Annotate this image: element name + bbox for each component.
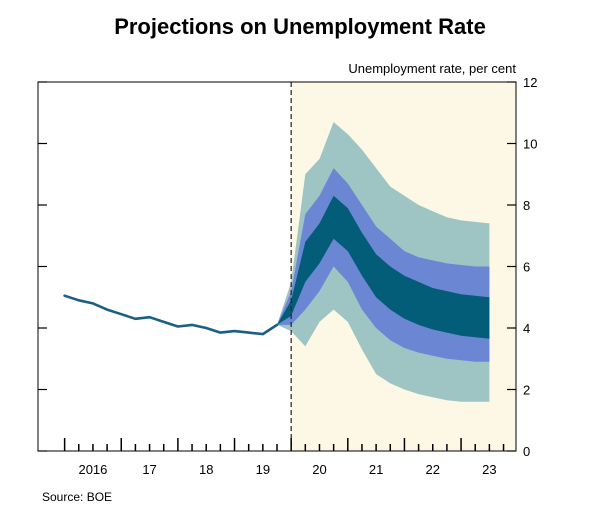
x-tick-label: 22 [426, 462, 440, 477]
y-tick-label: 0 [523, 444, 530, 459]
fan-band-3 [277, 195, 490, 339]
x-tick-label: 19 [256, 462, 270, 477]
y-axis-title: Unemployment rate, per cent [348, 61, 516, 76]
y-tick-label: 4 [523, 321, 530, 336]
y-tick-label: 2 [523, 383, 530, 398]
y-axis: 0 2 4 6 8 10 12 [38, 75, 537, 459]
x-tick-label: 17 [142, 462, 156, 477]
x-tick-label: 20 [312, 462, 326, 477]
x-tick-label: 18 [199, 462, 213, 477]
y-tick-label: 8 [523, 198, 530, 213]
x-tick-label: 21 [369, 462, 383, 477]
y-tick-label: 6 [523, 260, 530, 275]
x-tick-label: 23 [482, 462, 496, 477]
x-axis: 2016 17 18 19 20 21 22 23 [63, 438, 505, 477]
y-tick-label: 12 [523, 75, 537, 90]
history-line [63, 294, 279, 336]
x-tick-label: 2016 [78, 462, 107, 477]
fan-chart [277, 122, 490, 402]
chart-title: Projections on Unemployment Rate [114, 14, 486, 39]
source-note: Source: BOE [42, 490, 113, 504]
y-tick-label: 10 [523, 137, 537, 152]
history-series [63, 294, 279, 336]
